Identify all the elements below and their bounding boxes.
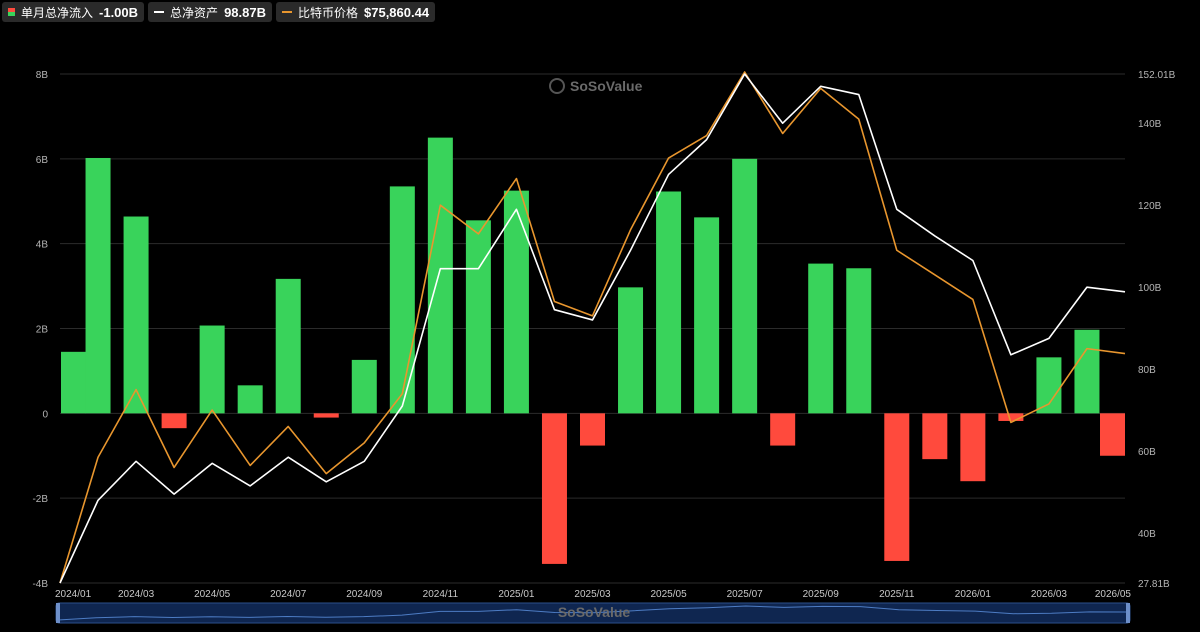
legend-item-net-assets[interactable]: 总净资产 98.87B	[148, 2, 272, 22]
x-tick-label: 2024/01	[55, 589, 92, 600]
flow-bar	[1100, 413, 1125, 456]
flow-bar	[846, 268, 872, 414]
flow-bar	[123, 216, 149, 414]
y-right-tick-label: 27.81B	[1138, 579, 1170, 590]
legend-label: 总净资产	[170, 5, 219, 20]
range-slider-left-handle[interactable]	[56, 603, 60, 623]
flow-bar	[313, 413, 339, 418]
flow-bar	[427, 137, 453, 414]
btc-price-line	[59, 71, 1126, 584]
y-left-tick-label: 6B	[36, 155, 49, 166]
flow-bar	[998, 413, 1024, 421]
flow-bar	[884, 413, 910, 561]
flow-bar	[61, 351, 86, 414]
flow-bar	[161, 413, 187, 429]
slider-watermark-text: SoSoValue	[558, 604, 631, 620]
range-slider-right-handle[interactable]	[1126, 603, 1130, 623]
x-tick-label: 2026/01	[955, 589, 992, 600]
line-swatch-icon	[281, 11, 292, 13]
x-tick-label: 2025/09	[803, 589, 840, 600]
x-tick-label: 2025/05	[650, 589, 687, 600]
flow-bar	[1074, 329, 1100, 414]
flow-bar	[580, 413, 605, 446]
y-right-tick-label: 80B	[1138, 365, 1156, 376]
chart-legend: 单月总净流入 -1.00B 总净资产 98.87B 比特币价格 $75,860.…	[2, 2, 436, 22]
legend-label: 比特币价格	[297, 5, 358, 20]
flow-bar	[960, 413, 986, 482]
range-slider-preview-line	[57, 605, 1129, 621]
legend-item-btc-price[interactable]: 比特币价格 $75,860.44	[275, 2, 436, 22]
y-right-tick-label: 60B	[1138, 447, 1156, 458]
flow-bar	[465, 220, 491, 414]
x-tick-label: 2026/05	[1095, 589, 1132, 600]
bar-swatch-icon	[8, 8, 15, 16]
line-swatch-icon	[154, 11, 165, 13]
x-tick-label: 2024/03	[118, 589, 155, 600]
flow-bar	[389, 186, 415, 414]
x-tick-label: 2024/07	[270, 589, 307, 600]
x-tick-label: 2024/11	[423, 589, 459, 600]
flow-bar	[694, 217, 720, 414]
y-left-tick-label: -2B	[32, 494, 48, 505]
y-left-tick-label: 2B	[36, 325, 49, 336]
flow-bar	[656, 191, 682, 414]
x-tick-label: 2025/07	[727, 589, 764, 600]
flow-bar	[351, 359, 377, 414]
flow-bar	[237, 385, 263, 414]
y-left-tick-label: -4B	[32, 579, 48, 590]
y-left-tick-label: 8B	[36, 70, 49, 81]
legend-item-net-inflow[interactable]: 单月总净流入 -1.00B	[2, 2, 145, 22]
x-tick-label: 2026/03	[1031, 589, 1068, 600]
y-right-tick-label: 152.01B	[1138, 70, 1176, 81]
flow-bar	[618, 287, 644, 414]
flow-bar	[770, 413, 796, 446]
flow-bar	[922, 413, 948, 460]
y-left-tick-label: 4B	[36, 240, 49, 251]
legend-value: 98.87B	[224, 4, 266, 20]
x-tick-label: 2025/01	[498, 589, 535, 600]
y-left-tick-label: 0	[42, 409, 48, 420]
y-right-tick-label: 100B	[1138, 283, 1162, 294]
y-right-tick-label: 120B	[1138, 201, 1162, 212]
x-tick-label: 2025/11	[879, 589, 915, 600]
legend-value: -1.00B	[99, 4, 139, 20]
legend-value: $75,860.44	[364, 4, 430, 20]
y-right-tick-label: 140B	[1138, 119, 1162, 130]
legend-label: 单月总净流入	[21, 5, 94, 20]
flow-bar	[808, 263, 834, 414]
x-tick-label: 2025/03	[574, 589, 611, 600]
watermark-text: SoSoValue	[570, 78, 643, 94]
x-tick-label: 2024/05	[194, 589, 231, 600]
net-assets-line	[59, 73, 1126, 584]
flow-bar	[732, 158, 758, 414]
flow-bar	[85, 157, 111, 414]
watermark-logo-icon	[549, 78, 565, 94]
flow-bar	[503, 190, 529, 414]
flow-bar	[541, 413, 567, 564]
flow-bar	[199, 325, 225, 414]
x-tick-label: 2024/09	[346, 589, 383, 600]
flow-bar	[275, 278, 301, 414]
flow-bar	[1036, 357, 1062, 414]
y-right-tick-label: 40B	[1138, 529, 1156, 540]
